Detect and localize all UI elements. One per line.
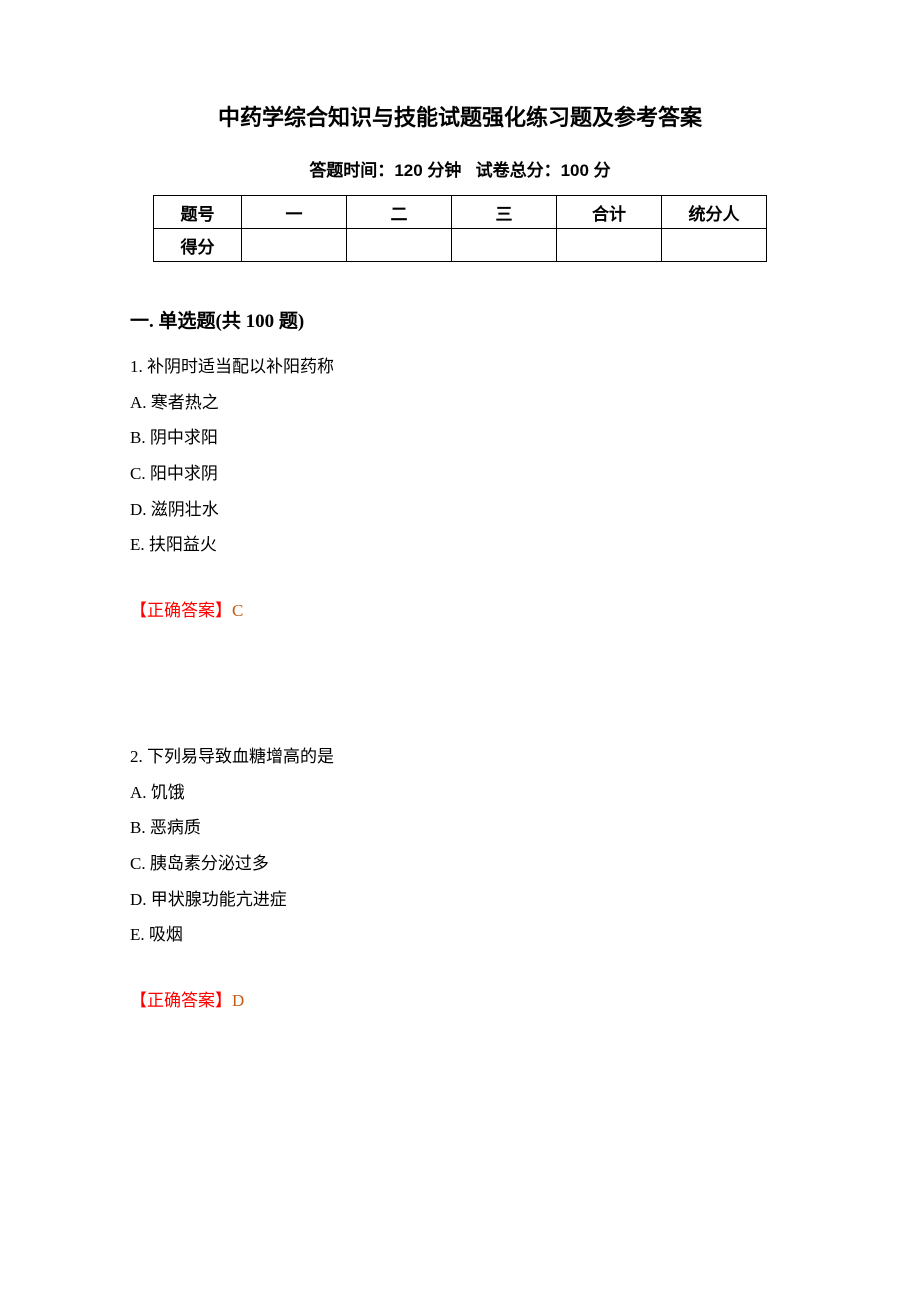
question-stem: 2. 下列易导致血糖增高的是: [130, 739, 790, 775]
answer-value: D: [232, 991, 244, 1010]
answer-line: 【正确答案】D: [130, 983, 790, 1019]
option-a: A. 寒者热之: [130, 385, 790, 421]
header-cell: 三: [452, 196, 557, 229]
score-table: 题号 一 二 三 合计 统分人 得分: [153, 195, 767, 262]
option-d: D. 滋阴壮水: [130, 492, 790, 528]
header-cell: 二: [347, 196, 452, 229]
score-label-cell: 得分: [154, 229, 242, 262]
option-c: C. 胰岛素分泌过多: [130, 846, 790, 882]
total-value: 100 分: [561, 161, 611, 180]
section-heading: 一. 单选题(共 100 题): [130, 306, 790, 333]
header-cell: 合计: [557, 196, 662, 229]
score-cell: [662, 229, 767, 262]
option-b: B. 阴中求阳: [130, 420, 790, 456]
score-cell: [452, 229, 557, 262]
answer-label: 【正确答案】: [130, 991, 232, 1010]
header-cell: 一: [242, 196, 347, 229]
time-label: 答题时间：: [309, 161, 394, 180]
table-row: 题号 一 二 三 合计 统分人: [154, 196, 767, 229]
header-cell: 题号: [154, 196, 242, 229]
document-page: 中药学综合知识与技能试题强化练习题及参考答案 答题时间：120 分钟 试卷总分：…: [0, 0, 920, 1302]
option-e: E. 吸烟: [130, 917, 790, 953]
option-c: C. 阳中求阴: [130, 456, 790, 492]
page-title: 中药学综合知识与技能试题强化练习题及参考答案: [130, 100, 790, 132]
score-cell: [347, 229, 452, 262]
option-a: A. 饥饿: [130, 775, 790, 811]
answer-value: C: [232, 601, 243, 620]
page-subtitle: 答题时间：120 分钟 试卷总分：100 分: [130, 156, 790, 181]
option-b: B. 恶病质: [130, 810, 790, 846]
question-stem: 1. 补阴时适当配以补阳药称: [130, 349, 790, 385]
question-block: 1. 补阴时适当配以补阳药称 A. 寒者热之 B. 阴中求阳 C. 阳中求阴 D…: [130, 349, 790, 629]
header-cell: 统分人: [662, 196, 767, 229]
score-cell: [557, 229, 662, 262]
total-label: 试卷总分：: [476, 161, 561, 180]
question-block: 2. 下列易导致血糖增高的是 A. 饥饿 B. 恶病质 C. 胰岛素分泌过多 D…: [130, 739, 790, 1019]
option-e: E. 扶阳益火: [130, 527, 790, 563]
table-row: 得分: [154, 229, 767, 262]
time-value: 120 分钟: [394, 161, 461, 180]
score-cell: [242, 229, 347, 262]
answer-label: 【正确答案】: [130, 601, 232, 620]
option-d: D. 甲状腺功能亢进症: [130, 882, 790, 918]
answer-line: 【正确答案】C: [130, 593, 790, 629]
